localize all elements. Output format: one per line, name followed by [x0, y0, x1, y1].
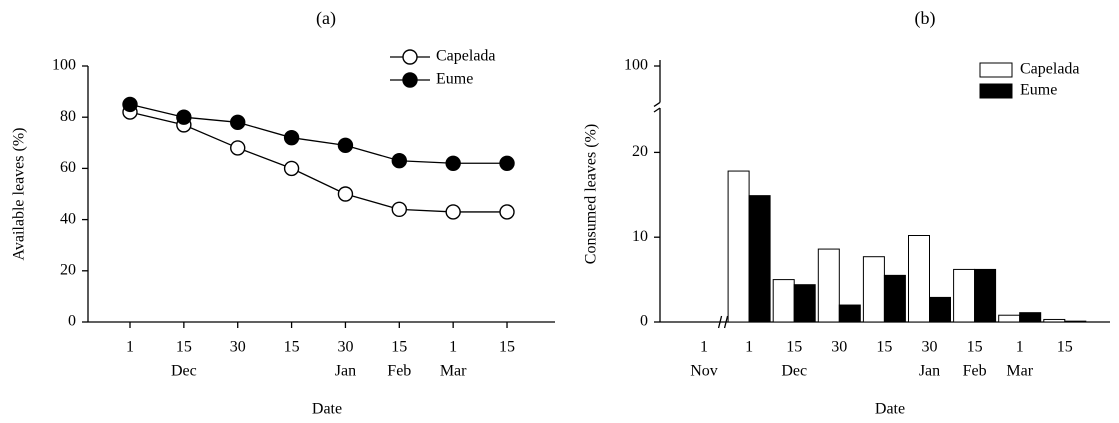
- point: [283, 129, 300, 146]
- legend-marker: [402, 72, 418, 88]
- legend-marker: [402, 49, 418, 65]
- legend-swatch: [979, 62, 1013, 78]
- y-tick-label: 100: [624, 57, 648, 74]
- point: [283, 160, 300, 177]
- x-tick-label: 15: [176, 339, 192, 356]
- x-tick-label: 30: [230, 339, 246, 356]
- x-group-label: Feb: [387, 363, 411, 380]
- x-tick-label: 15: [876, 339, 892, 356]
- bar: [883, 274, 906, 323]
- y-axis-label: Available leaves (%): [11, 128, 28, 261]
- bar: [1064, 320, 1087, 323]
- bar: [998, 314, 1021, 323]
- x-axis-label: Date: [312, 401, 342, 418]
- x-group-label: Dec: [781, 363, 807, 380]
- bar: [929, 296, 951, 323]
- bar: [817, 248, 840, 323]
- x-tick-label: 1: [745, 339, 753, 356]
- series-line: [129, 103, 508, 164]
- x-group-label: Jan: [335, 363, 356, 380]
- point: [499, 155, 515, 171]
- y-tick-label: 0: [640, 313, 648, 330]
- x-axis-label: Date: [875, 401, 905, 418]
- x-tick-label: 1: [449, 339, 457, 356]
- x-tick-label: 1: [126, 339, 134, 356]
- x-tick-label: 30: [337, 339, 353, 356]
- point: [230, 140, 246, 156]
- x-tick-label: 30: [922, 339, 938, 356]
- panel-a-title: (a): [316, 8, 336, 29]
- point: [391, 201, 407, 218]
- point: [391, 153, 407, 169]
- y-tick-label: 20: [60, 261, 76, 278]
- y-tick-label: 100: [52, 57, 76, 74]
- legend-label: Eume: [1020, 82, 1057, 99]
- axis-break: [717, 315, 729, 329]
- y-tick-label: 60: [60, 159, 76, 176]
- y-tick-label: 80: [60, 108, 76, 125]
- x-group-label: Mar: [440, 363, 467, 380]
- point: [230, 114, 246, 131]
- bar: [793, 284, 816, 323]
- bar: [838, 304, 861, 323]
- bar: [862, 256, 885, 323]
- x-tick-label: 1: [1016, 339, 1024, 356]
- axis-break: [653, 101, 661, 113]
- point: [445, 155, 461, 171]
- bar: [748, 195, 771, 323]
- x-tick-label: 15: [391, 339, 407, 356]
- x-tick-label: 15: [499, 339, 515, 356]
- point: [337, 186, 354, 202]
- x-group-label: Dec: [171, 363, 197, 380]
- point: [499, 204, 515, 220]
- bar: [974, 268, 997, 323]
- bar: [953, 268, 976, 323]
- x-tick-label: 30: [831, 339, 847, 356]
- point: [122, 96, 138, 113]
- x-group-label: Nov: [690, 363, 718, 380]
- bar: [1019, 312, 1042, 323]
- point: [337, 137, 354, 154]
- x-tick-label: 15: [967, 339, 983, 356]
- panel-b-title: (b): [915, 8, 936, 29]
- y-tick-label: 40: [60, 210, 76, 227]
- x-tick-label: 15: [284, 339, 300, 356]
- bar: [1043, 318, 1066, 323]
- x-group-label: Mar: [1006, 363, 1033, 380]
- bar: [727, 170, 750, 323]
- bar: [908, 235, 930, 323]
- legend-label: Eume: [436, 71, 473, 88]
- x-tick-label: 15: [786, 339, 802, 356]
- legend-swatch: [979, 83, 1013, 99]
- point: [445, 204, 461, 220]
- legend-label: Capelada: [1020, 61, 1080, 78]
- x-group-label: Jan: [919, 363, 940, 380]
- x-tick-label: 1: [700, 339, 708, 356]
- y-axis-label: Consumed leaves (%): [583, 124, 600, 264]
- y-tick-label: 0: [68, 313, 76, 330]
- series-line: [129, 111, 508, 213]
- x-group-label: Feb: [963, 363, 987, 380]
- bar: [772, 279, 795, 323]
- y-tick-label: 20: [632, 143, 648, 160]
- point: [176, 109, 192, 125]
- x-tick-label: 15: [1057, 339, 1073, 356]
- legend-label: Capelada: [436, 48, 496, 65]
- y-tick-label: 10: [632, 228, 648, 245]
